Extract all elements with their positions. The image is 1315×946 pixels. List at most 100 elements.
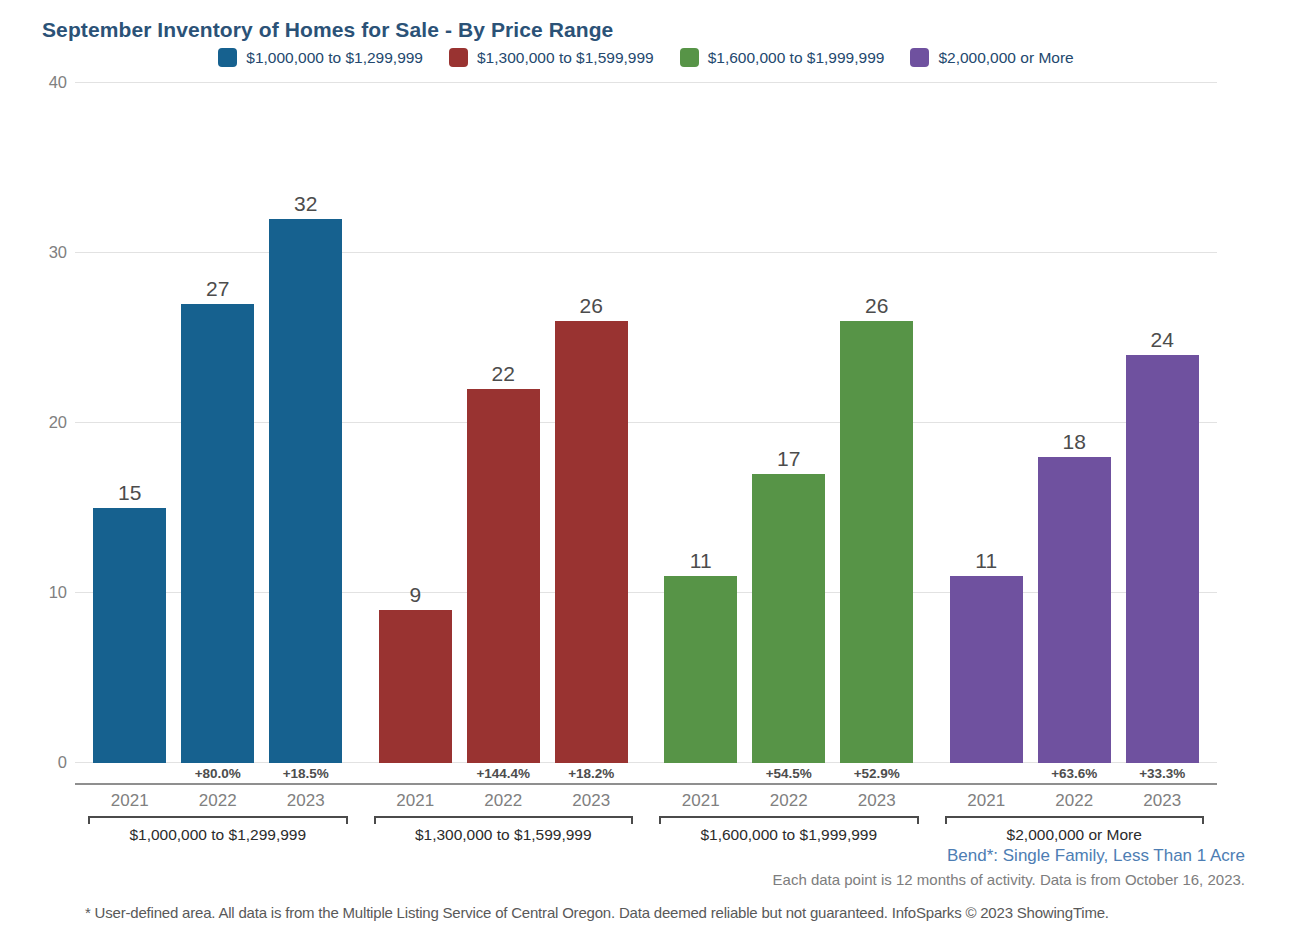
legend-swatch-icon bbox=[218, 48, 237, 67]
y-axis-label: 0 bbox=[7, 754, 67, 770]
group-bracket bbox=[88, 816, 348, 824]
bar-column: 27 bbox=[181, 277, 254, 763]
legend-swatch-icon bbox=[680, 48, 699, 67]
legend-item[interactable]: $1,600,000 to $1,999,999 bbox=[680, 48, 885, 67]
year-label: 2021 bbox=[379, 789, 452, 813]
year-label: 2021 bbox=[664, 789, 737, 813]
bar-2023-4[interactable] bbox=[1126, 355, 1199, 763]
year-label: 2021 bbox=[93, 789, 166, 813]
pct-change-label bbox=[379, 764, 452, 783]
pct-change-label: +54.5% bbox=[752, 764, 825, 783]
bar-column: 18 bbox=[1038, 430, 1111, 763]
year-label: 2022 bbox=[181, 789, 254, 813]
pct-change-label: +144.4% bbox=[467, 764, 540, 783]
bar-2021-1[interactable] bbox=[93, 508, 166, 763]
pct-change-label bbox=[93, 764, 166, 783]
group-price-range-label: $1,000,000 to $1,299,999 bbox=[75, 826, 361, 844]
bar-value-label: 26 bbox=[580, 294, 603, 318]
footnote-location: Bend*: Single Family, Less Than 1 Acre bbox=[947, 846, 1245, 866]
chart-area: 010203040152732+80.0%+18.5%202120222023$… bbox=[75, 83, 1217, 846]
years-row: 2021 2022 2023 bbox=[932, 789, 1218, 813]
bar-value-label: 11 bbox=[975, 549, 997, 573]
bar-value-label: 17 bbox=[777, 447, 800, 471]
pct-change-row: +80.0%+18.5% bbox=[75, 764, 361, 783]
legend-item[interactable]: $1,300,000 to $1,599,999 bbox=[449, 48, 654, 67]
bars-row: 9 22 26 bbox=[361, 83, 647, 763]
bar-value-label: 32 bbox=[294, 192, 317, 216]
pct-change-label bbox=[950, 764, 1023, 783]
bars-row: 11 18 24 bbox=[932, 83, 1218, 763]
year-label: 2023 bbox=[269, 789, 342, 813]
y-axis-label: 40 bbox=[7, 74, 67, 90]
legend-swatch-icon bbox=[449, 48, 468, 67]
year-label: 2023 bbox=[840, 789, 913, 813]
bar-2021-4[interactable] bbox=[950, 576, 1023, 763]
group-bracket bbox=[945, 816, 1205, 824]
y-axis-label: 20 bbox=[7, 414, 67, 430]
bar-2023-1[interactable] bbox=[269, 219, 342, 763]
bar-column: 32 bbox=[269, 192, 342, 763]
pct-change-label: +52.9% bbox=[840, 764, 913, 783]
legend-label: $2,000,000 or More bbox=[938, 49, 1073, 67]
y-axis-label: 10 bbox=[7, 584, 67, 600]
bar-column: 11 bbox=[664, 549, 737, 763]
bar-group: 15 27 32 +80.0%+18.5% 2021 2022 2023 $1,000,000… bbox=[75, 83, 361, 846]
bar-value-label: 24 bbox=[1151, 328, 1174, 352]
pct-change-label: +63.6% bbox=[1038, 764, 1111, 783]
footnote-disclaimer: * User-defined area. All data is from th… bbox=[85, 904, 1109, 921]
pct-change-label bbox=[664, 764, 737, 783]
legend-item[interactable]: $1,000,000 to $1,299,999 bbox=[218, 48, 423, 67]
bar-column: 26 bbox=[840, 294, 913, 763]
bars-row: 11 17 26 bbox=[646, 83, 932, 763]
y-axis-label: 30 bbox=[7, 244, 67, 260]
legend-label: $1,300,000 to $1,599,999 bbox=[477, 49, 654, 67]
bar-column: 26 bbox=[555, 294, 628, 763]
years-row: 2021 2022 2023 bbox=[646, 789, 932, 813]
bar-column: 17 bbox=[752, 447, 825, 763]
pct-change-row: +144.4% +18.2% bbox=[361, 764, 647, 783]
bar-value-label: 11 bbox=[690, 549, 712, 573]
year-label: 2022 bbox=[467, 789, 540, 813]
bars-row: 15 27 32 bbox=[75, 83, 361, 763]
bar-2022-1[interactable] bbox=[181, 304, 254, 763]
years-row: 2021 2022 2023 bbox=[361, 789, 647, 813]
bar-value-label: 9 bbox=[409, 583, 421, 607]
year-label: 2022 bbox=[752, 789, 825, 813]
bar-value-label: 22 bbox=[492, 362, 515, 386]
pct-change-label: +18.2% bbox=[555, 764, 628, 783]
group-bracket bbox=[374, 816, 634, 824]
year-label: 2021 bbox=[950, 789, 1023, 813]
chart-title: September Inventory of Homes for Sale - … bbox=[42, 18, 613, 42]
bar-2022-4[interactable] bbox=[1038, 457, 1111, 763]
pct-change-label: +18.5% bbox=[269, 764, 342, 783]
years-row: 2021 2022 2023 bbox=[75, 789, 361, 813]
bar-2022-2[interactable] bbox=[467, 389, 540, 763]
group-bracket bbox=[659, 816, 919, 824]
bar-group: 11 17 26 +54.5% +52.9% 2021 2022 2023 $1,600,000… bbox=[646, 83, 932, 846]
legend-item[interactable]: $2,000,000 or More bbox=[910, 48, 1073, 67]
bar-value-label: 26 bbox=[865, 294, 888, 318]
bar-2021-3[interactable] bbox=[664, 576, 737, 763]
group-price-range-label: $2,000,000 or More bbox=[932, 826, 1218, 844]
bar-value-label: 27 bbox=[206, 277, 229, 301]
bar-column: 22 bbox=[467, 362, 540, 763]
bar-group: 92226+144.4%+18.2%202120222023$1,300,000… bbox=[361, 83, 647, 846]
year-label: 2023 bbox=[555, 789, 628, 813]
bar-value-label: 18 bbox=[1063, 430, 1086, 454]
bar-2022-3[interactable] bbox=[752, 474, 825, 763]
group-price-range-label: $1,600,000 to $1,999,999 bbox=[646, 826, 932, 844]
bar-2023-2[interactable] bbox=[555, 321, 628, 763]
legend-label: $1,000,000 to $1,299,999 bbox=[246, 49, 423, 67]
legend-swatch-icon bbox=[910, 48, 929, 67]
footnote-data-period: Each data point is 12 months of activity… bbox=[773, 871, 1245, 888]
bar-2021-2[interactable] bbox=[379, 610, 452, 763]
bar-2023-3[interactable] bbox=[840, 321, 913, 763]
chart-legend: $1,000,000 to $1,299,999 $1,300,000 to $1… bbox=[75, 48, 1217, 67]
legend-label: $1,600,000 to $1,999,999 bbox=[708, 49, 885, 67]
year-label: 2022 bbox=[1038, 789, 1111, 813]
year-label: 2023 bbox=[1126, 789, 1199, 813]
pct-change-label: +33.3% bbox=[1126, 764, 1199, 783]
bar-column: 11 bbox=[950, 549, 1023, 763]
bar-value-label: 15 bbox=[118, 481, 141, 505]
bar-group: 11 18 24 +63.6% +33.3% 2021 2022 2023 $2,000,000… bbox=[932, 83, 1218, 846]
